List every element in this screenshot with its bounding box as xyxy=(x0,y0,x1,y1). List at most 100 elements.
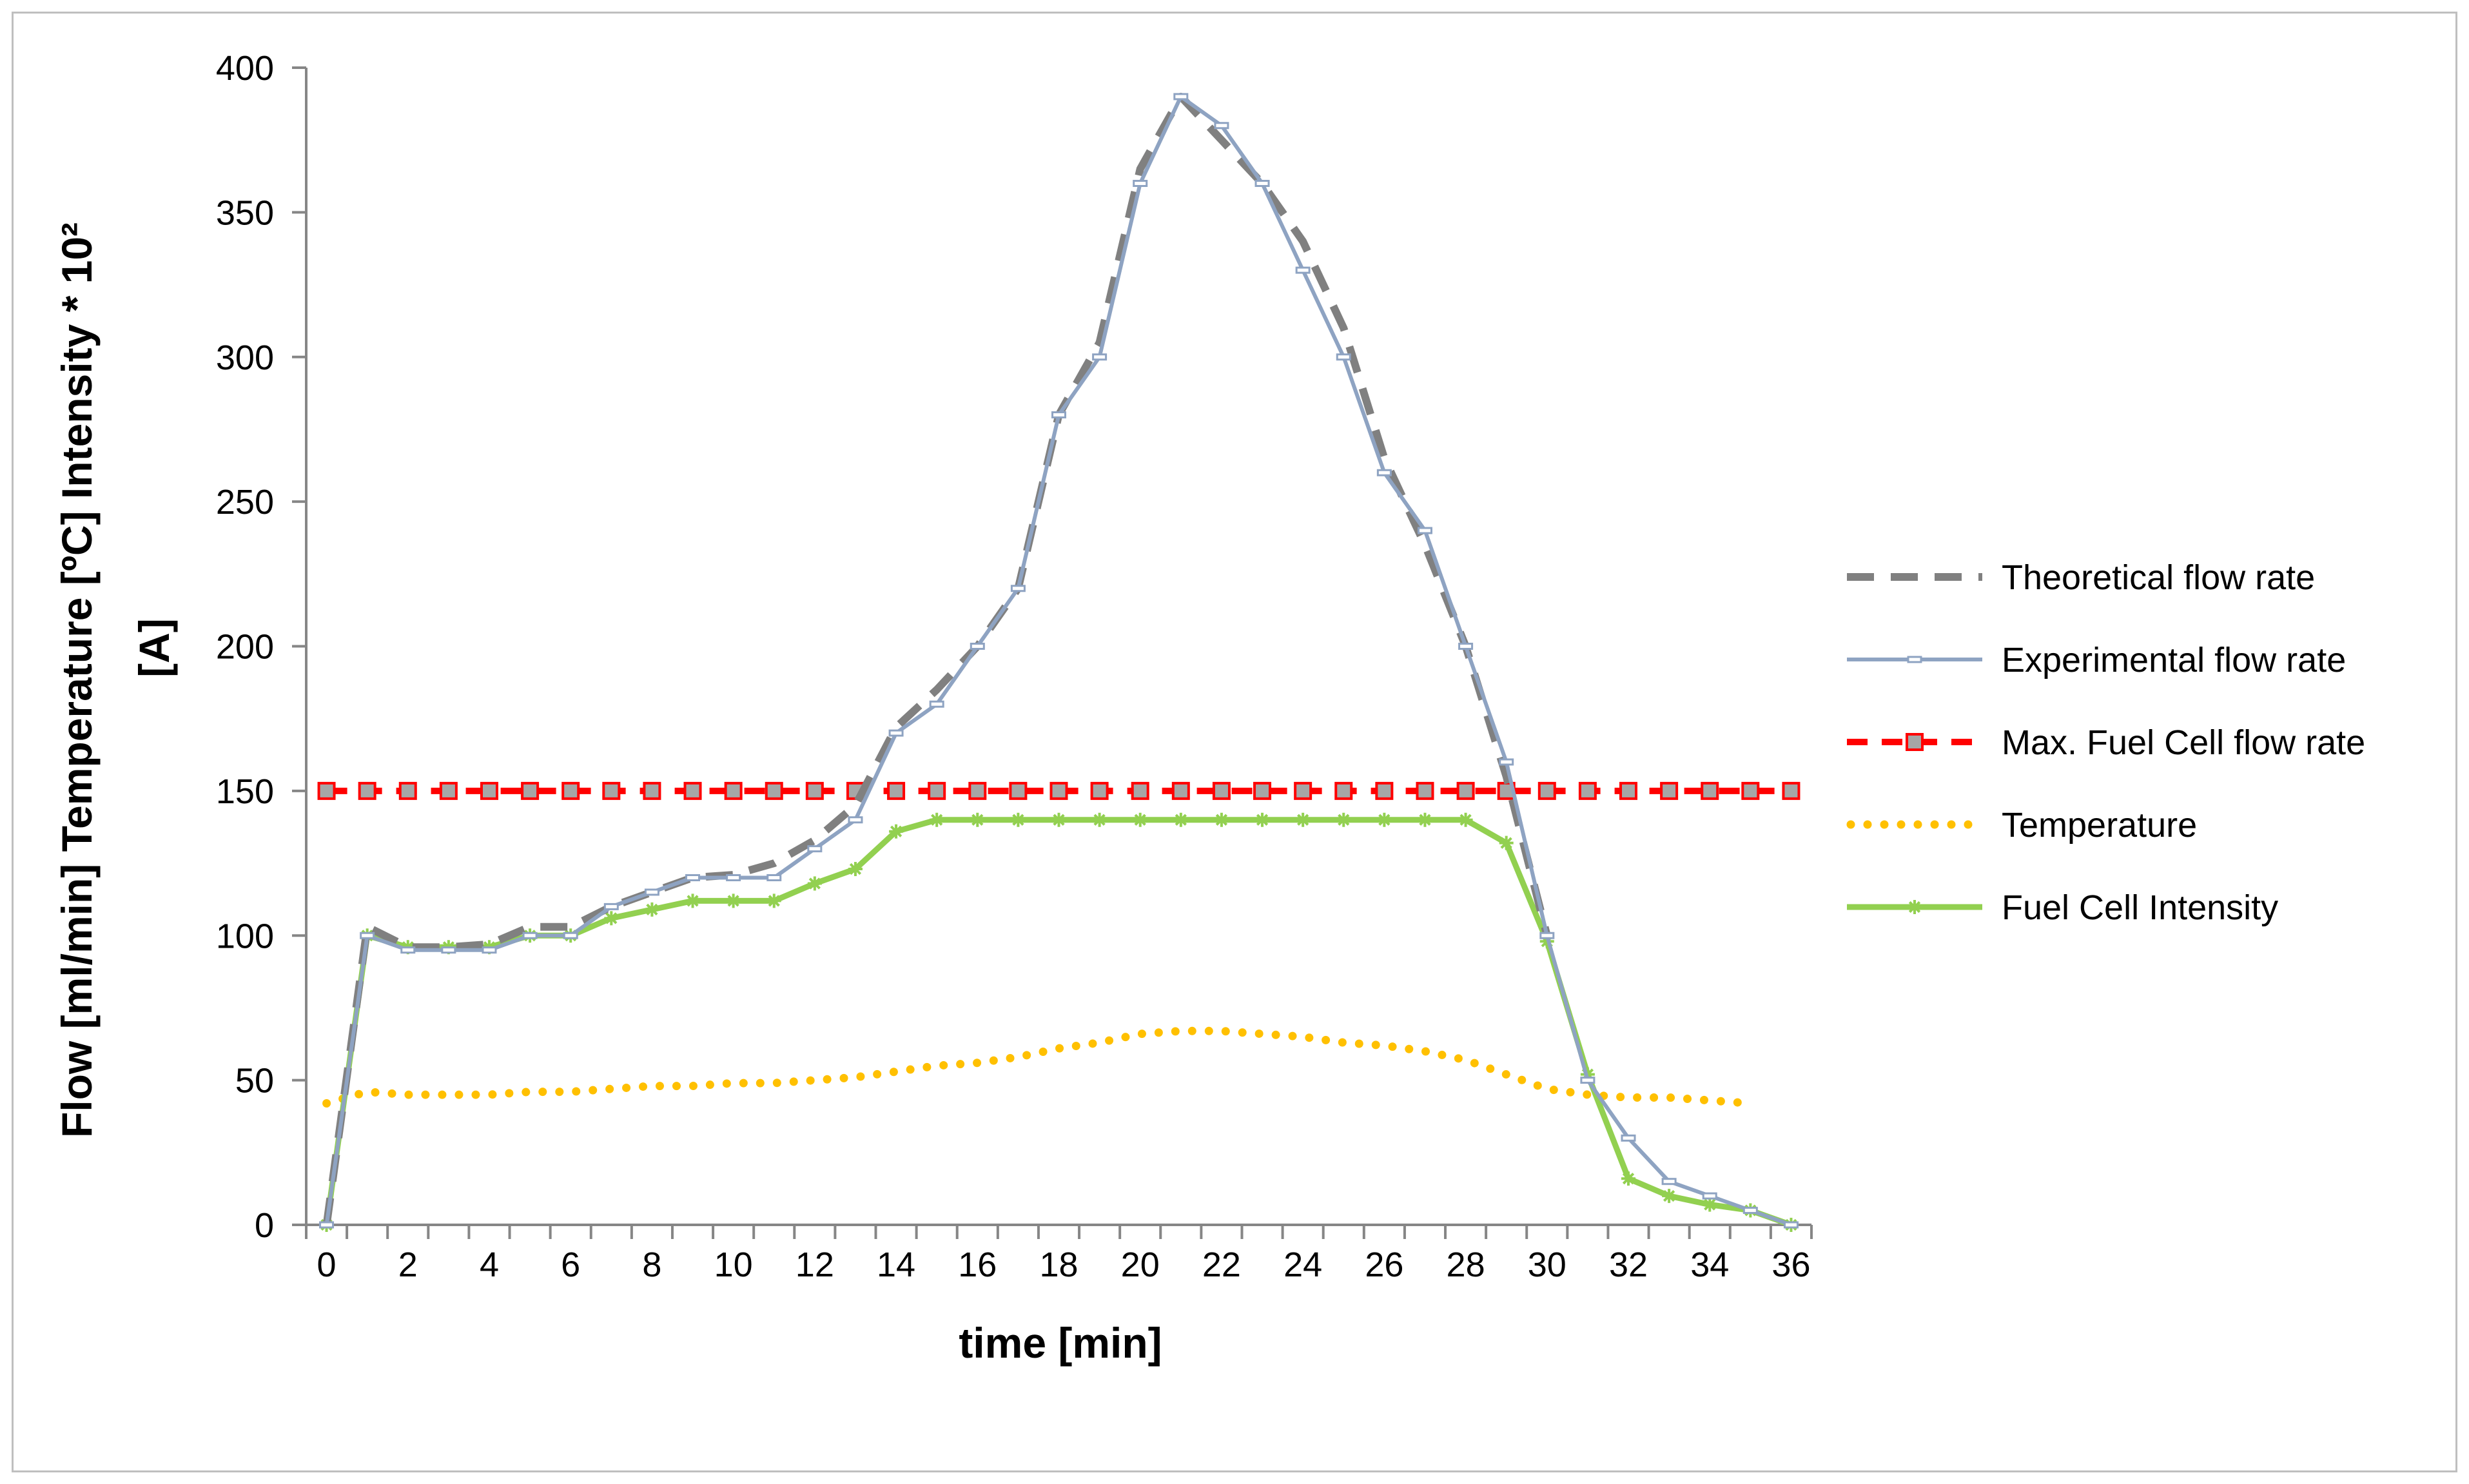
x-tick-label: 2 xyxy=(398,1245,418,1284)
fuel-cell-intensity-marker xyxy=(1296,812,1311,827)
fuel-cell-intensity-marker xyxy=(1051,812,1066,827)
max-fuel-cell-marker xyxy=(1416,781,1434,800)
max-fuel-cell-marker xyxy=(765,781,783,800)
experimental-flow-marker xyxy=(685,874,701,881)
max-fuel-cell-marker xyxy=(480,781,498,800)
fuel-cell-intensity-marker xyxy=(1133,812,1147,827)
experimental-flow-marker xyxy=(766,874,782,881)
legend-item: Experimental flow rate xyxy=(1847,641,2346,679)
max-fuel-cell-marker xyxy=(1701,781,1719,800)
x-tick-label: 28 xyxy=(1447,1245,1485,1284)
experimental-flow-marker xyxy=(970,643,985,650)
experimental-flow-marker xyxy=(1092,353,1108,361)
x-tick-label: 16 xyxy=(958,1245,997,1284)
max-fuel-cell-marker xyxy=(805,781,824,800)
fuel-cell-intensity-marker xyxy=(766,893,781,908)
y-tick-label: 150 xyxy=(216,772,274,811)
experimental-flow-marker xyxy=(1702,1192,1717,1200)
experimental-flow-marker xyxy=(848,816,863,824)
experimental-flow-marker xyxy=(1580,1077,1596,1084)
series-layer xyxy=(317,92,1801,1232)
fuel-cell-intensity-marker xyxy=(889,824,904,839)
fuel-cell-intensity-marker xyxy=(1458,812,1473,827)
max-fuel-cell-marker xyxy=(1619,781,1638,800)
x-tick-label: 24 xyxy=(1283,1245,1322,1284)
y-tick-label: 300 xyxy=(216,338,274,377)
max-fuel-cell-marker xyxy=(643,781,661,800)
x-tick-label: 12 xyxy=(795,1245,834,1284)
fuel-cell-intensity-marker xyxy=(726,893,741,908)
fuel-cell-intensity-marker xyxy=(1255,812,1270,827)
series-experimental-flow-line xyxy=(324,94,1792,1227)
max-fuel-cell-marker xyxy=(521,781,540,800)
x-tick-label: 10 xyxy=(714,1245,753,1284)
x-tick-label: 32 xyxy=(1609,1245,1648,1284)
max-fuel-cell-marker xyxy=(1334,781,1353,800)
max-fuel-cell-marker xyxy=(1212,781,1231,800)
max-fuel-cell-marker xyxy=(1171,781,1190,800)
fuel-cell-intensity-marker xyxy=(1011,812,1026,827)
x-tick-label: 34 xyxy=(1690,1245,1729,1284)
experimental-flow-marker xyxy=(1173,93,1189,101)
y-axis-label-unit: [A] xyxy=(130,618,178,678)
x-tick-label: 26 xyxy=(1365,1245,1403,1284)
x-tick-label: 4 xyxy=(480,1245,499,1284)
experimental-flow-marker xyxy=(1376,469,1392,476)
x-tick-label: 6 xyxy=(561,1245,580,1284)
y-tick-label: 400 xyxy=(216,49,274,88)
max-fuel-cell-marker xyxy=(1537,781,1556,800)
legend-item: Theoretical flow rate xyxy=(1847,558,2315,597)
max-fuel-cell-marker xyxy=(1660,781,1679,800)
fuel-cell-intensity-marker xyxy=(1377,812,1392,827)
experimental-flow-marker xyxy=(1295,266,1311,274)
fuel-cell-intensity-marker xyxy=(1092,812,1107,827)
y-axis-label: Flow [ml/min] Temperature [ºC] Intensity… xyxy=(53,222,101,1138)
y-tick-label: 200 xyxy=(216,628,274,667)
legend-item: Fuel Cell Intensity xyxy=(1847,888,2278,927)
experimental-flow-marker xyxy=(400,946,416,954)
fuel-cell-intensity-marker xyxy=(930,812,944,827)
experimental-flow-marker xyxy=(482,946,497,954)
max-fuel-cell-marker xyxy=(724,781,743,800)
experimental-flow-marker xyxy=(522,932,538,939)
y-tick-label: 100 xyxy=(216,917,274,955)
legend-label: Max. Fuel Cell flow rate xyxy=(2002,723,2365,762)
chart-frame xyxy=(12,12,2457,1472)
experimental-flow-marker xyxy=(1458,643,1474,650)
experimental-flow-marker xyxy=(1214,122,1229,130)
experimental-flow-marker xyxy=(603,903,619,910)
x-tick-label: 30 xyxy=(1528,1245,1566,1284)
fuel-cell-intensity-marker xyxy=(848,862,863,877)
max-fuel-cell-marker xyxy=(1782,781,1801,800)
max-fuel-cell-marker xyxy=(1049,781,1068,800)
x-tick-label: 8 xyxy=(642,1245,661,1284)
legend-item: Temperature xyxy=(1846,806,2197,845)
fuel-cell-intensity-marker xyxy=(807,876,822,891)
max-fuel-cell-marker xyxy=(1375,781,1394,800)
experimental-flow-marker xyxy=(1336,353,1351,361)
y-tick-label: 250 xyxy=(216,483,274,522)
x-tick-label: 18 xyxy=(1039,1245,1078,1284)
legend-item: Max. Fuel Cell flow rate xyxy=(1847,723,2365,762)
fuel-cell-intensity-marker xyxy=(1662,1189,1677,1204)
max-fuel-cell-marker xyxy=(928,781,946,800)
max-fuel-cell-marker xyxy=(1741,781,1760,800)
legend-label: Fuel Cell Intensity xyxy=(2002,888,2278,927)
fuel-cell-intensity-marker xyxy=(1336,812,1351,827)
fuel-cell-intensity-marker xyxy=(1499,835,1514,850)
experimental-flow-marker xyxy=(929,700,944,708)
legend-label: Experimental flow rate xyxy=(2002,641,2346,679)
max-fuel-cell-marker xyxy=(1131,781,1149,800)
fuel-cell-intensity-marker xyxy=(685,893,700,908)
fuel-cell-intensity-marker xyxy=(1418,812,1432,827)
experimental-flow-marker xyxy=(644,888,659,896)
fuel-cell-intensity-marker xyxy=(970,812,985,827)
experimental-flow-marker xyxy=(319,1221,335,1229)
fuel-cell-intensity-marker xyxy=(1214,812,1229,827)
fuel-cell-intensity-marker xyxy=(604,911,619,926)
experimental-flow-marker xyxy=(1417,527,1432,534)
experimental-flow-marker xyxy=(1499,758,1514,766)
max-fuel-cell-marker xyxy=(358,781,376,800)
